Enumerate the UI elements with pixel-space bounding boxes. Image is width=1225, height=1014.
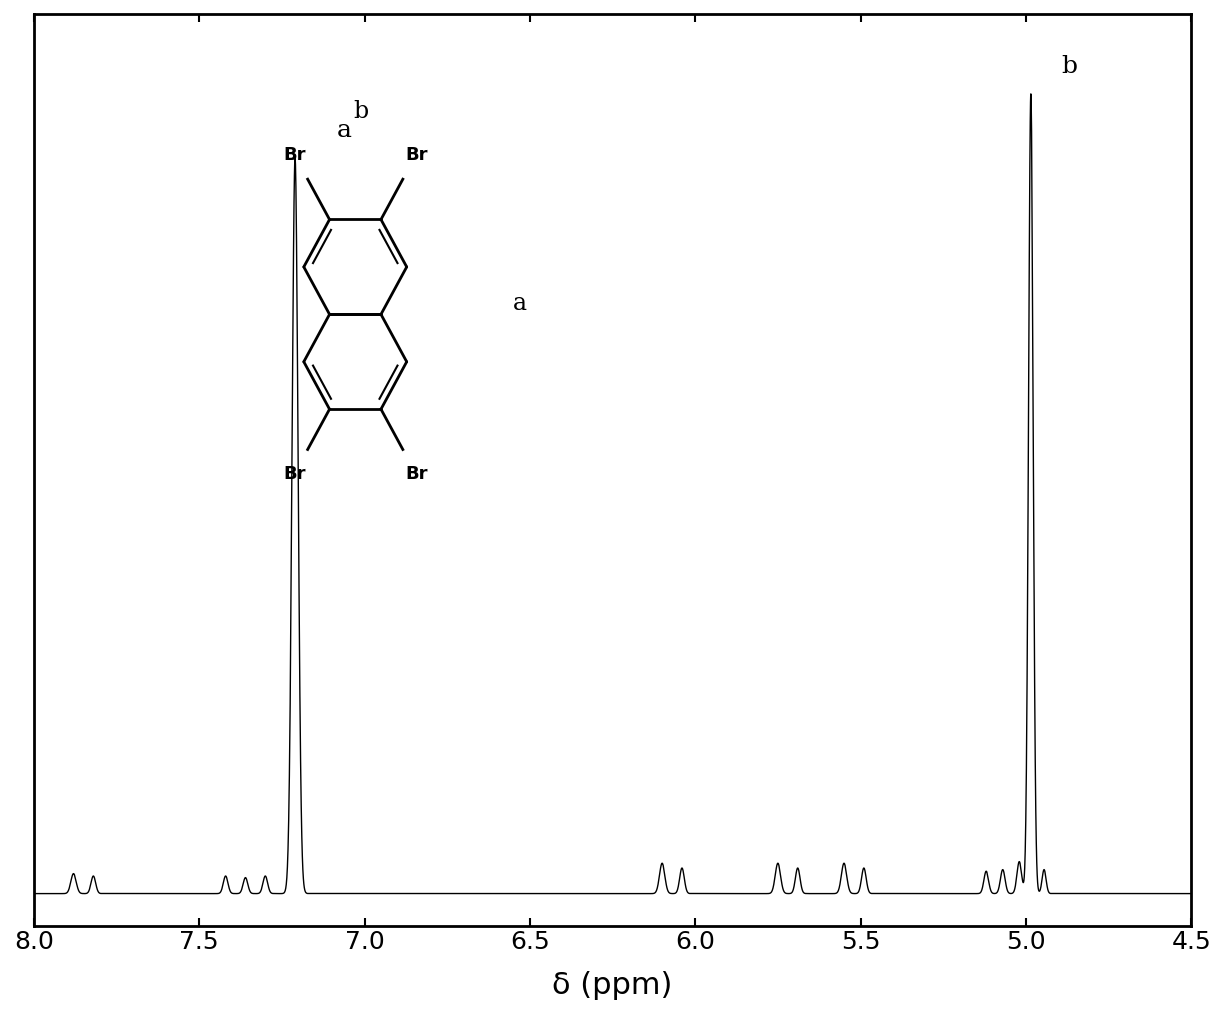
Text: Br: Br — [283, 465, 305, 483]
Text: Br: Br — [405, 465, 428, 483]
Text: b: b — [353, 100, 367, 124]
Text: Br: Br — [283, 146, 305, 163]
X-axis label: δ (ppm): δ (ppm) — [552, 971, 673, 1000]
Text: b: b — [1061, 55, 1077, 78]
Text: a: a — [337, 119, 352, 142]
Text: a: a — [513, 292, 527, 315]
Text: Br: Br — [405, 146, 428, 163]
